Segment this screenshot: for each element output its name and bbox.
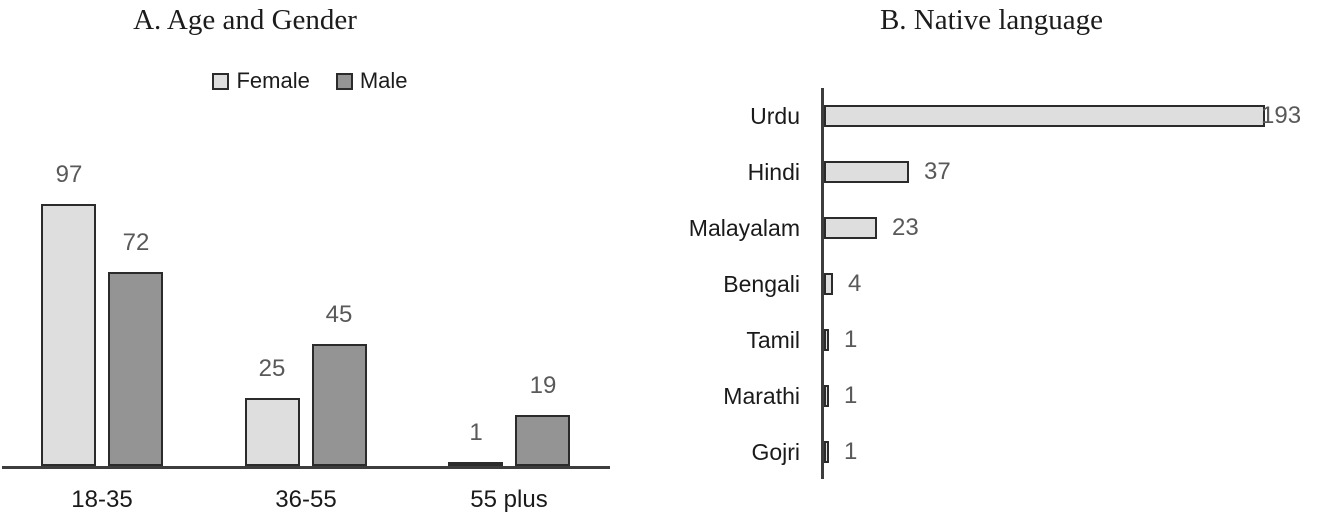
value-label-male-55-plus: 19 [529, 372, 557, 399]
panel-native-language: B. Native language Urdu 193 Hindi 37 Malayal… [660, 0, 1323, 519]
row-label-gojri: Gojri [751, 439, 800, 465]
category-label-18-35: 18-35 [71, 486, 133, 513]
panel-age-gender: A. Age and Gender Female Male 18-35 97 72 36… [0, 0, 660, 519]
row-label-urdu: Urdu [750, 103, 800, 129]
value-label-female-18-35: 97 [55, 161, 83, 188]
bar-male-18-35 [108, 272, 163, 466]
value-label-gojri: 1 [844, 438, 858, 465]
legend-item-female: Female [212, 68, 310, 93]
legend-swatch-male [335, 72, 353, 90]
age-gender-plot: 18-35 97 72 36-55 25 45 55 plus 1 19 [0, 0, 660, 519]
row-label-tamil: Tamil [746, 327, 800, 353]
value-label-hindi: 37 [924, 158, 951, 185]
bar-female-18-35 [41, 204, 96, 466]
row-label-malayalam: Malayalam [688, 215, 800, 241]
row-label-bengali: Bengali [723, 271, 800, 297]
value-label-bengali: 4 [848, 270, 862, 297]
bar-female-55-plus [448, 462, 503, 466]
value-label-tamil: 1 [844, 326, 858, 353]
value-label-female-55-plus: 1 [469, 419, 483, 446]
bar-male-55-plus [515, 415, 570, 466]
bar-male-36-55 [312, 344, 367, 466]
value-label-male-36-55: 45 [325, 301, 353, 328]
legend: Female Male [0, 68, 620, 94]
bar-marathi [824, 385, 829, 407]
legend-label-female: Female [236, 68, 310, 93]
bar-tamil [824, 329, 829, 351]
native-language-plot: Urdu 193 Hindi 37 Malayalam 23 Bengali 4 Tamil 1 M… [660, 0, 1323, 519]
y-axis-line [821, 88, 824, 479]
legend-label-male: Male [359, 68, 408, 93]
panel-a-title: A. Age and Gender [133, 4, 357, 36]
value-label-urdu: 193 [1261, 102, 1302, 129]
value-label-female-36-55: 25 [258, 355, 286, 382]
value-label-malayalam: 23 [892, 214, 919, 241]
category-label-55-plus: 55 plus [470, 486, 548, 513]
legend-item-male: Male [335, 68, 408, 93]
value-label-marathi: 1 [844, 382, 858, 409]
value-label-male-18-35: 72 [122, 229, 150, 256]
bar-hindi [824, 161, 909, 183]
row-label-hindi: Hindi [747, 159, 800, 185]
category-label-36-55: 36-55 [275, 486, 337, 513]
x-axis-line [2, 466, 610, 469]
bar-malayalam [824, 217, 877, 239]
panel-b-title: B. Native language [879, 4, 1104, 36]
row-label-marathi: Marathi [723, 383, 800, 409]
bar-urdu [824, 105, 1265, 127]
bar-bengali [824, 273, 833, 295]
legend-swatch-female [212, 72, 230, 90]
bar-gojri [824, 441, 829, 463]
bar-female-36-55 [245, 398, 300, 466]
